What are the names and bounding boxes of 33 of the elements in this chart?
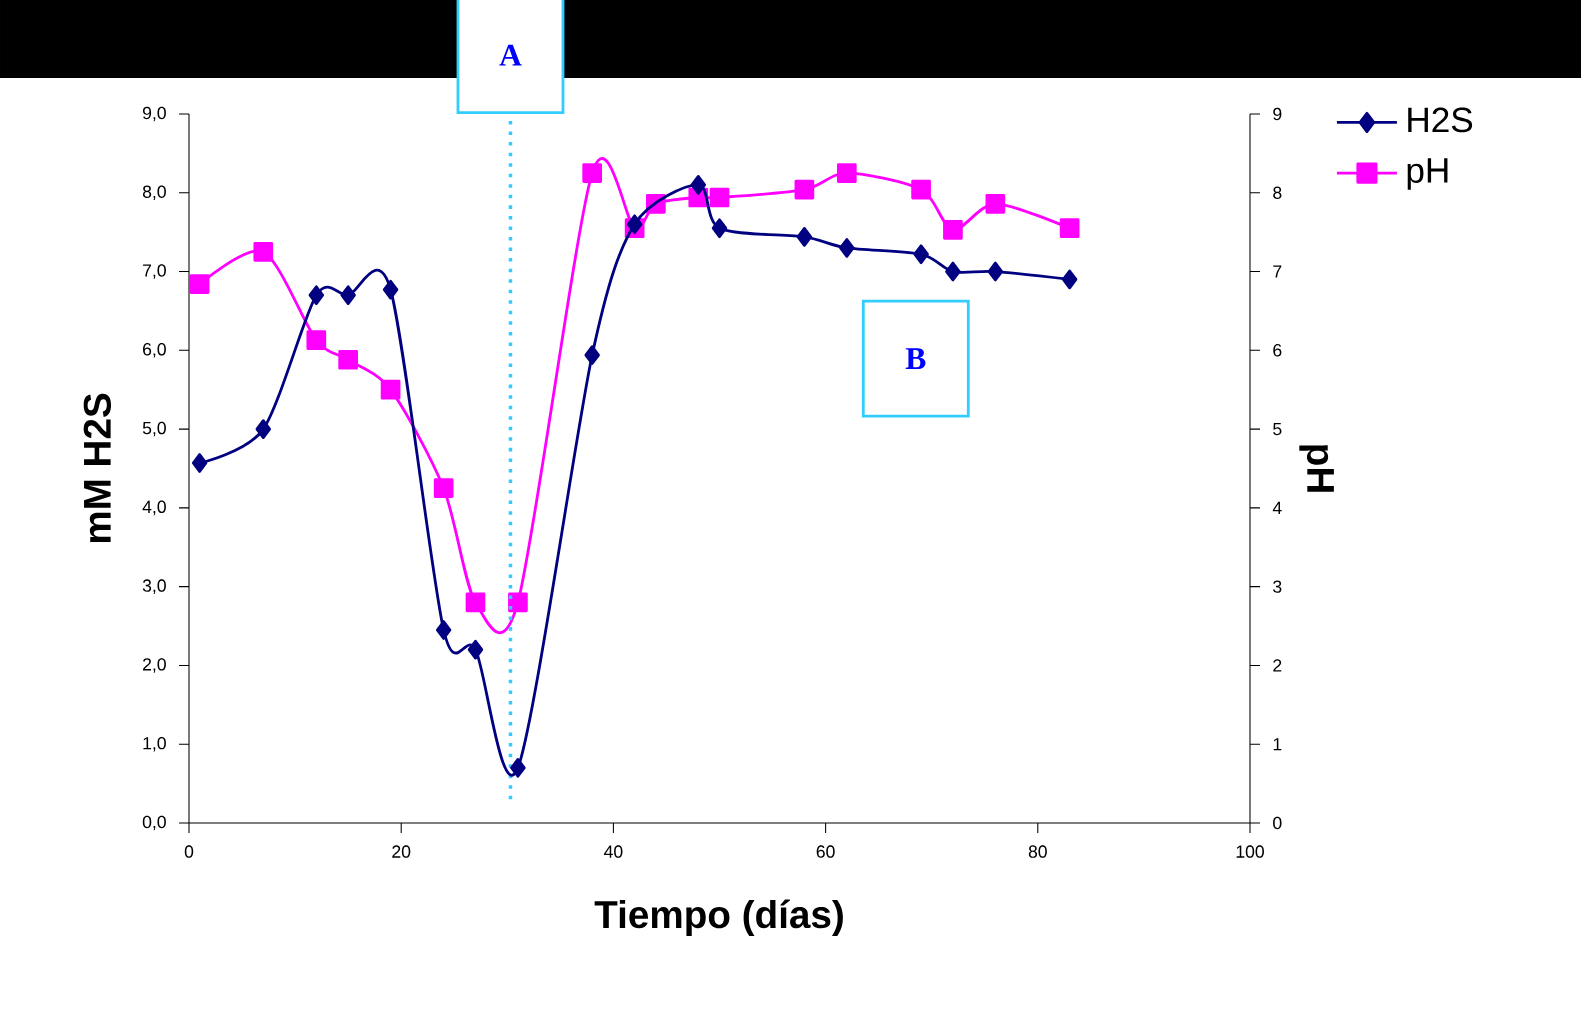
annotation: B [905,348,926,370]
y-tick-label: 7,0 [143,264,166,279]
y2-tick-label: 2 [1273,659,1282,672]
x-tick-label: 60 [816,845,835,858]
x-tick-label: 40 [604,845,623,858]
y-tick-label: 6,0 [143,343,166,358]
x-tick-label: 100 [1236,845,1264,858]
y2-tick-label: 9 [1273,107,1282,121]
x-tick-label: 0 [184,845,194,858]
y2-tick-label: 4 [1272,501,1282,514]
y2-tick-label: 0 [1273,816,1282,830]
y-tick-label: 8,0 [142,185,166,201]
y-tick-label: 5,0 [142,421,166,437]
y-tick-label: 1,0 [143,736,166,752]
y2-tick-label: 8 [1273,186,1282,199]
y-tick-label: 3,0 [142,579,166,594]
y-tick-label: 2,0 [143,658,166,673]
y-tick-label: 9,0 [142,106,166,122]
y-tick-label: 0,0 [142,815,166,831]
y2-tick-label: 1 [1273,738,1282,751]
y-axis-title: mM H2S [83,393,111,543]
y2-axis-title: pH [1299,445,1334,492]
legend-label: pH [1407,158,1448,190]
x-tick-label: 80 [1028,845,1047,858]
legend-label: H2S [1408,107,1473,133]
y2-tick-label: 3 [1273,580,1282,593]
y2-tick-label: 6 [1273,344,1282,357]
y2-tick-label: 5 [1273,423,1282,436]
x-axis-title: Tiempo (días) [594,899,843,936]
y2-tick-label: 7 [1273,265,1282,278]
x-tick-label: 20 [392,845,411,858]
y-tick-label: 4,0 [142,500,166,516]
annotation: A [499,44,522,66]
